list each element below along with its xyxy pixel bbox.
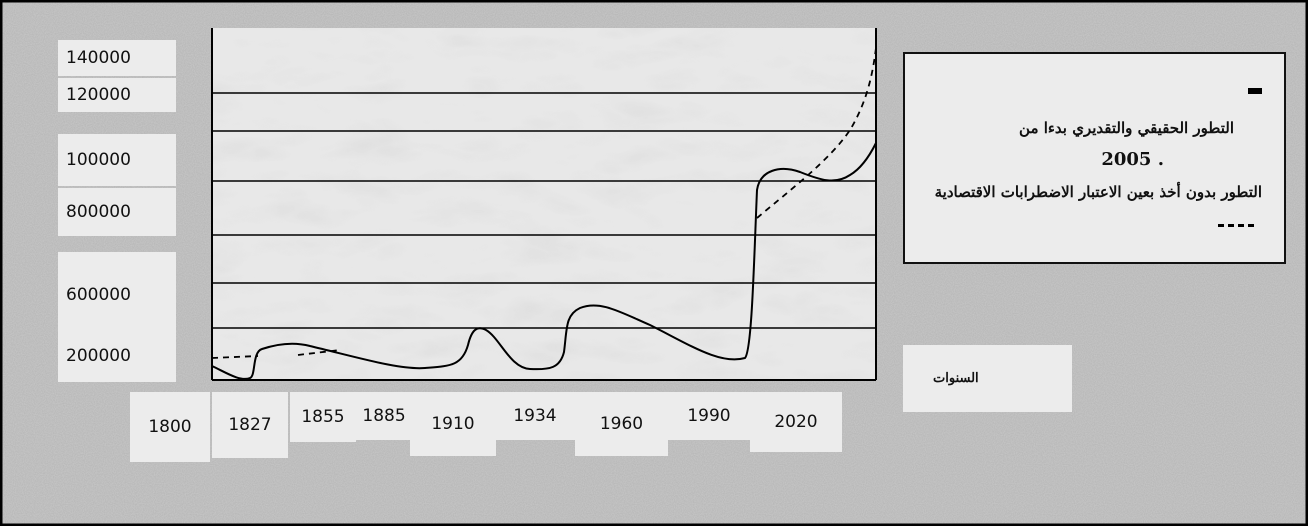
plot-texture: [212, 28, 876, 380]
legend-year: 2005 .: [923, 144, 1262, 176]
y-tick-label: 200000: [58, 330, 176, 382]
legend-marker: [1248, 88, 1262, 94]
y-tick-label: 120000: [58, 78, 176, 112]
x-tick-label: 1960: [575, 392, 668, 456]
legend-dashed: التطور بدون أخذ بعين الاعتبار الاضطرابات…: [923, 176, 1262, 240]
x-tick-label: 1827: [212, 392, 288, 458]
y-tick-label: 800000: [58, 188, 176, 236]
x-tick-label: 2020: [750, 392, 842, 452]
legend: التطور الحقيقي والتقديري بدءا من 2005 . …: [903, 52, 1286, 264]
x-tick-label: 1910: [410, 392, 496, 456]
legend-solid: التطور الحقيقي والتقديري بدءا من: [923, 112, 1262, 144]
legend-dash: [1218, 224, 1254, 227]
x-tick-label: 1990: [668, 392, 750, 440]
x-tick-label: 1800: [130, 392, 210, 462]
x-tick-label: 1934: [495, 392, 575, 440]
y-tick-label: 600000: [58, 252, 176, 338]
x-axis-title-text: السنوات: [933, 371, 979, 386]
x-tick-label: 1885: [355, 392, 413, 440]
legend-text: التطور بدون أخذ بعين الاعتبار الاضطرابات…: [935, 183, 1262, 201]
y-tick-label: 140000: [58, 40, 176, 76]
x-axis-title: السنوات: [903, 345, 1072, 412]
legend-text: 2005 .: [1101, 149, 1164, 170]
y-tick-label: 100000: [58, 134, 176, 186]
page: 140000120000 100000800000 600000200000 1800…: [0, 0, 1308, 526]
legend-text: التطور الحقيقي والتقديري بدءا من: [1019, 119, 1234, 137]
x-tick-label: 1855: [290, 392, 356, 442]
